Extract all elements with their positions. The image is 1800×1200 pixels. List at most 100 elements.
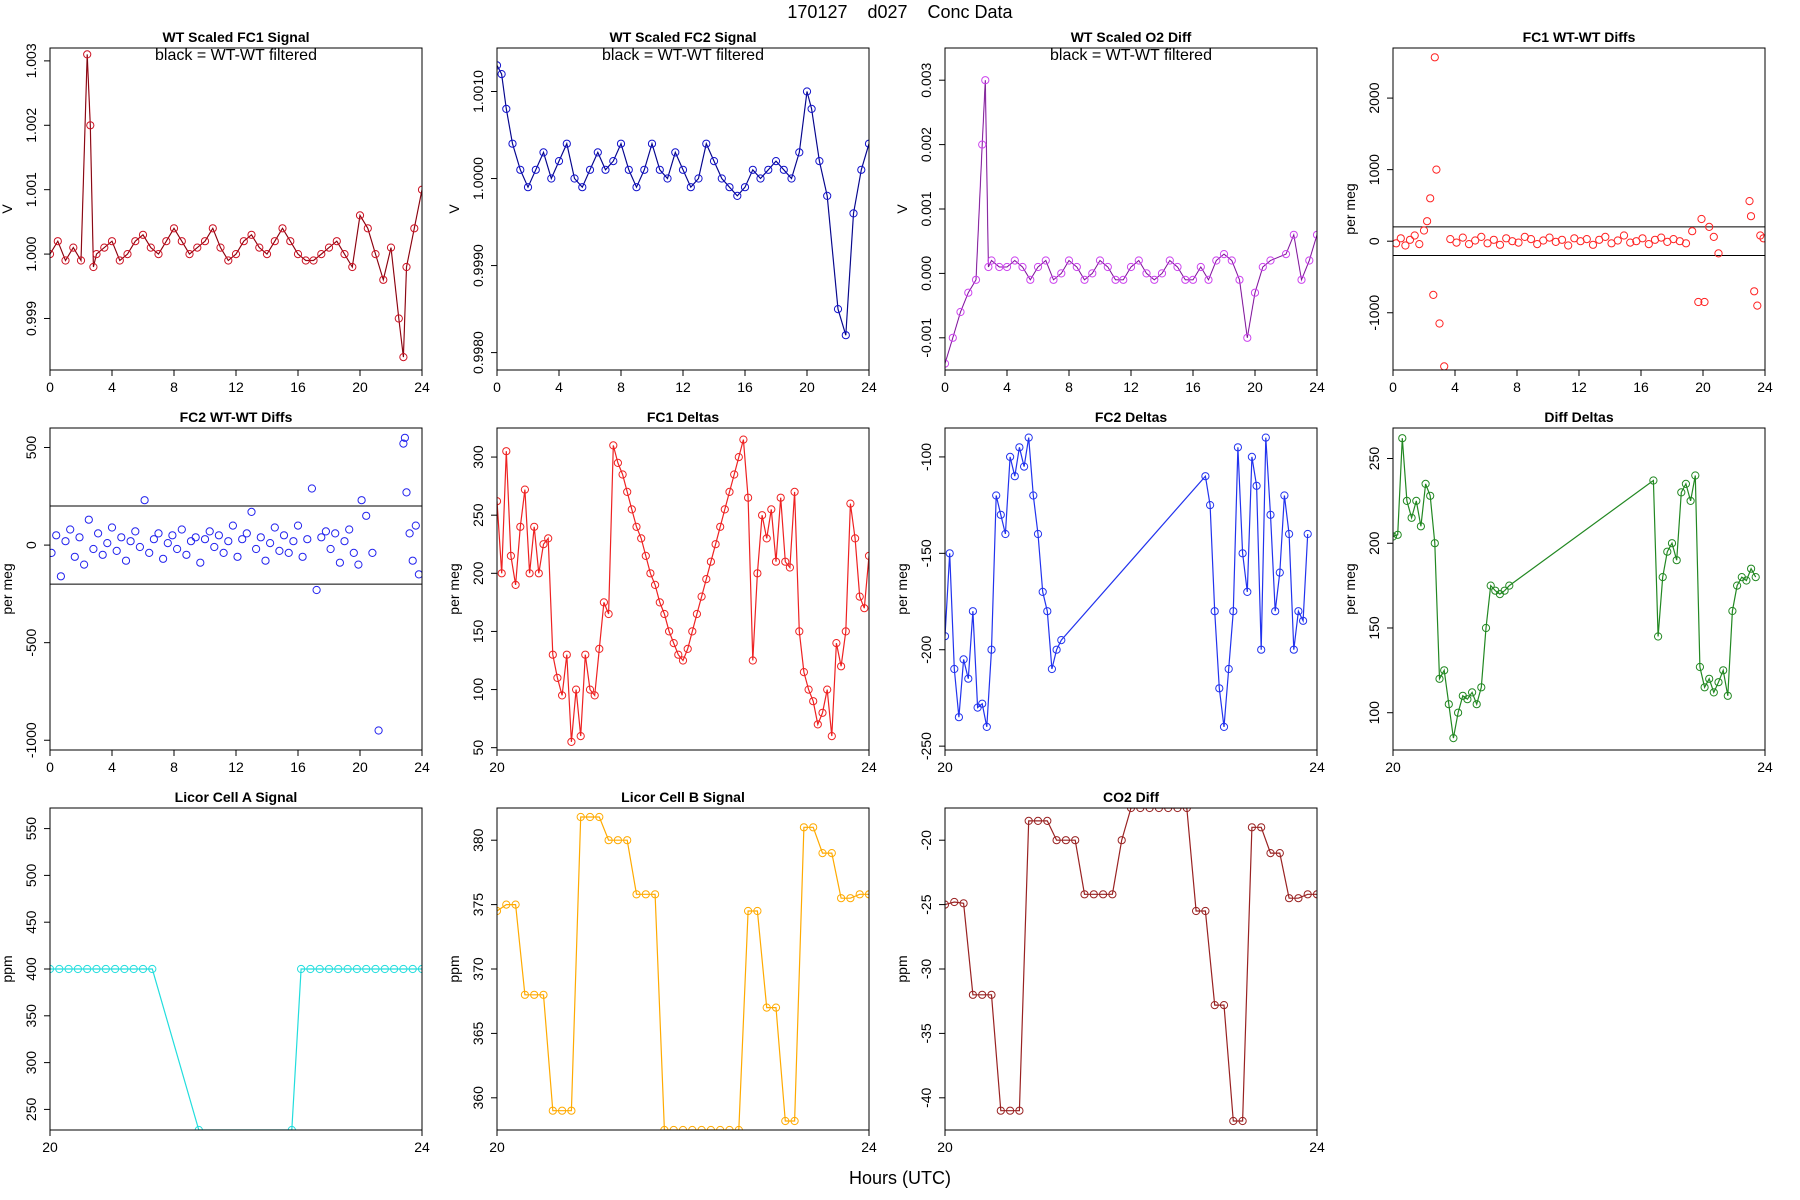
x-tick-label: 12	[1571, 379, 1587, 395]
data-point	[50, 548, 56, 557]
data-point	[402, 488, 411, 497]
y-tick-label: 50	[470, 740, 486, 756]
data-layer	[497, 61, 869, 340]
data-point	[576, 812, 585, 822]
data-point	[1271, 607, 1280, 616]
x-tick-label: 24	[1309, 1139, 1325, 1155]
y-tick-label: -35	[918, 1023, 934, 1043]
y-tick-label: -40	[918, 1087, 934, 1107]
data-point	[968, 607, 978, 616]
data-point	[1002, 262, 1012, 272]
data-point	[349, 548, 358, 558]
data-point	[823, 191, 832, 200]
data-point	[1072, 262, 1081, 272]
data-point	[298, 552, 307, 561]
data-point	[1419, 226, 1429, 235]
data-point	[405, 529, 414, 538]
data-point	[748, 656, 757, 665]
y-tick-label: 500	[23, 436, 39, 460]
data-point	[720, 505, 729, 514]
data-point	[331, 529, 340, 538]
panel-title: WT Scaled FC1 Signal	[162, 29, 309, 45]
x-tick-label: 24	[1309, 759, 1325, 775]
panel-p11: CO2 Diff ppm 20 24 -40 -35 -30 -25 -20	[894, 789, 1325, 1155]
data-point	[516, 165, 525, 174]
y-tick-label: 250	[1366, 447, 1382, 471]
data-point	[1750, 287, 1759, 296]
data-point	[1681, 239, 1691, 248]
y-tick-label: 1.001	[23, 172, 39, 207]
data-point	[1483, 239, 1492, 248]
y-axis-label: ppm	[446, 955, 462, 982]
data-point	[186, 537, 196, 546]
y-tick-label: 375	[470, 893, 486, 917]
data-point	[520, 990, 530, 999]
data-point	[284, 548, 293, 558]
data-point	[781, 1116, 790, 1126]
data-point	[334, 964, 343, 974]
data-point	[1312, 230, 1317, 239]
data-point	[771, 157, 781, 166]
data-point	[1686, 496, 1695, 505]
data-point	[55, 964, 64, 974]
data-point	[1033, 816, 1043, 826]
data-point	[1430, 539, 1439, 548]
data-point	[332, 237, 341, 246]
panel-p9: Licor Cell A Signal ppm 20 24 250 300 350 400 45…	[0, 789, 430, 1155]
y-tick-label: 1.002	[23, 108, 39, 143]
data-point	[1229, 1116, 1238, 1126]
data-point	[857, 165, 866, 174]
panel-title: Licor Cell A Signal	[175, 789, 298, 805]
data-point	[1471, 236, 1480, 245]
x-tick-label: 4	[108, 759, 116, 775]
data-point	[525, 569, 534, 578]
data-point	[270, 523, 279, 532]
data-point	[307, 484, 316, 493]
data-point	[1454, 708, 1463, 717]
data-point	[1489, 235, 1498, 244]
data-layer	[497, 812, 869, 1130]
data-point	[262, 250, 272, 259]
y-tick-label: 100	[1366, 701, 1382, 725]
data-point	[317, 250, 326, 259]
data-point	[352, 964, 361, 974]
data-point	[371, 964, 380, 974]
data-point	[1049, 275, 1058, 284]
data-point	[1393, 530, 1402, 539]
data-point	[219, 548, 228, 558]
data-point	[247, 230, 256, 239]
data-point	[1694, 297, 1703, 307]
data-point	[804, 685, 813, 694]
data-point	[1150, 275, 1159, 284]
data-point	[303, 535, 312, 544]
data-point	[315, 964, 324, 974]
data-point	[1405, 235, 1415, 244]
data-point	[115, 256, 124, 265]
data-point	[618, 470, 627, 479]
y-tick-label: 150	[1366, 616, 1382, 640]
data-point	[554, 157, 564, 166]
y-tick-label: 370	[470, 957, 486, 981]
data-point	[1024, 816, 1033, 826]
data-point	[530, 522, 539, 531]
data-point	[1266, 256, 1275, 265]
series-line	[50, 968, 422, 1130]
data-point	[795, 627, 804, 636]
data-point	[948, 333, 957, 342]
data-point	[61, 537, 70, 546]
data-point	[692, 609, 702, 619]
series-line	[1393, 438, 1757, 739]
data-point	[1681, 479, 1691, 488]
data-point	[1103, 262, 1112, 272]
data-point	[1440, 666, 1449, 675]
data-point	[1057, 269, 1066, 278]
data-point	[771, 557, 781, 566]
data-point	[148, 964, 157, 974]
data-point	[1463, 695, 1472, 704]
data-point	[1486, 581, 1495, 590]
data-point	[1089, 890, 1098, 899]
x-tick-label: 24	[414, 759, 430, 775]
data-point	[971, 275, 981, 284]
data-point	[309, 256, 318, 265]
data-point	[1052, 645, 1061, 654]
